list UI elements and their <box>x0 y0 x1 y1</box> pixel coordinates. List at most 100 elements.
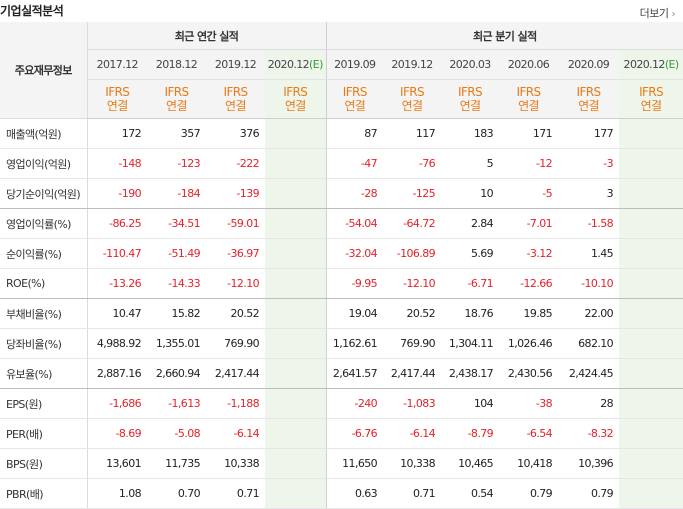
table-cell <box>619 148 683 179</box>
table-cell: 1.45 <box>558 238 620 269</box>
table-cell: 13,601 <box>87 448 147 479</box>
row-label: 당기순이익(억원) <box>0 178 88 209</box>
table-cell: -12.10 <box>383 268 442 299</box>
table-cell: 2.84 <box>441 208 500 239</box>
table-cell <box>619 328 683 359</box>
table-cell: 22.00 <box>558 298 620 329</box>
table-row: 당기순이익(억원) -190 -184 -139 -28 -125 10 -5 3 <box>0 178 683 209</box>
ifrs-label: IFRS <box>283 85 308 99</box>
row-label: 매출액(억원) <box>0 118 88 149</box>
estimate-mark: (E) <box>664 58 679 71</box>
table-cell: -184 <box>147 178 206 209</box>
table-cell: 87 <box>326 118 384 149</box>
table-cell: -139 <box>206 178 265 209</box>
table-cell: 2,641.57 <box>326 358 384 389</box>
table-cell: 0.70 <box>147 478 206 509</box>
table-cell: 0.79 <box>558 478 620 509</box>
period-label: 2019.12 <box>214 58 257 71</box>
table-cell <box>619 208 683 239</box>
table-row: ROE(%) -13.26 -14.33 -12.10 -9.95 -12.10 -6.71… <box>0 268 683 299</box>
table-cell: 10,338 <box>206 448 265 479</box>
table-cell: -6.71 <box>441 268 500 299</box>
row-header-label: 주요재무정보 <box>0 22 88 119</box>
table-cell: -86.25 <box>87 208 147 239</box>
table-cell: 0.79 <box>499 478 559 509</box>
table-cell: -125 <box>383 178 442 209</box>
table-cell: 682.10 <box>558 328 620 359</box>
ifrs-header: IFRS 연결 <box>619 79 683 119</box>
table-cell: 2,660.94 <box>147 358 206 389</box>
table-cell <box>619 388 683 419</box>
consolidated-label: 연결 <box>225 99 246 113</box>
table-cell: 0.71 <box>206 478 265 509</box>
table-cell: 5 <box>441 148 500 179</box>
chevron-right-icon: › <box>671 9 676 20</box>
table-cell <box>265 448 327 479</box>
table-cell: 2,417.44 <box>206 358 265 389</box>
table-cell: 10,418 <box>499 448 559 479</box>
row-label: PBR(배) <box>0 478 88 509</box>
table-cell <box>619 118 683 149</box>
estimate-mark: (E) <box>309 58 323 71</box>
table-cell: 117 <box>383 118 442 149</box>
table-cell: -8.79 <box>441 418 500 449</box>
ifrs-header: IFRS 연결 <box>147 79 206 119</box>
period-header: 2019.12 <box>206 49 265 80</box>
ifrs-label: IFRS <box>164 85 190 99</box>
annual-group-label: 최근 연간 실적 <box>87 22 327 50</box>
table-cell: -3.12 <box>499 238 559 269</box>
row-label: 순이익률(%) <box>0 238 88 269</box>
section-title: 기업실적분석 <box>0 4 64 18</box>
table-cell: -32.04 <box>326 238 384 269</box>
period-label: 2018.12 <box>155 58 198 71</box>
table-cell: -10.10 <box>558 268 620 299</box>
ifrs-header: IFRS 연결 <box>87 79 147 119</box>
table-cell <box>265 358 327 389</box>
table-cell: 0.54 <box>441 478 500 509</box>
table-row: BPS(원) 13,601 11,735 10,338 11,650 10,338 10,4… <box>0 448 683 479</box>
ifrs-header: IFRS 연결 <box>326 79 384 119</box>
more-link[interactable]: 더보기 › <box>640 5 676 21</box>
period-header: 2020.12(E) <box>265 49 327 80</box>
ifrs-label: IFRS <box>223 85 249 99</box>
row-label: ROE(%) <box>0 268 88 299</box>
row-label: 부채비율(%) <box>0 298 88 329</box>
table-cell <box>265 298 327 329</box>
ifrs-header: IFRS 연결 <box>265 79 327 119</box>
table-cell: -8.69 <box>87 418 147 449</box>
table-cell: -28 <box>326 178 384 209</box>
table-cell <box>265 328 327 359</box>
table-cell: -1.58 <box>558 208 620 239</box>
row-label: EPS(원) <box>0 388 88 419</box>
table-cell: 15.82 <box>147 298 206 329</box>
table-cell: -6.14 <box>383 418 442 449</box>
row-label: 영업이익률(%) <box>0 208 88 239</box>
table-cell: 10.47 <box>87 298 147 329</box>
table-cell: 11,650 <box>326 448 384 479</box>
table-cell <box>619 418 683 449</box>
table-cell: 104 <box>441 388 500 419</box>
table-row: 영업이익(억원) -148 -123 -222 -47 -76 5 -12 -3 <box>0 148 683 179</box>
table-cell: 769.90 <box>206 328 265 359</box>
table-cell: -14.33 <box>147 268 206 299</box>
table-cell: -12.66 <box>499 268 559 299</box>
table-cell: 2,424.45 <box>558 358 620 389</box>
table-cell <box>619 238 683 269</box>
period-header: 2018.12 <box>147 49 206 80</box>
table-cell: -38 <box>499 388 559 419</box>
row-label: 당좌비율(%) <box>0 328 88 359</box>
table-cell: -222 <box>206 148 265 179</box>
table-row: 당좌비율(%) 4,988.92 1,355.01 769.90 1,162.61 769… <box>0 328 683 359</box>
table-cell: -6.14 <box>206 418 265 449</box>
table-cell: -123 <box>147 148 206 179</box>
consolidated-label: 연결 <box>578 99 599 113</box>
period-label: 2020.09 <box>567 58 610 71</box>
table-cell: 1,304.11 <box>441 328 500 359</box>
table-cell: -54.04 <box>326 208 384 239</box>
table-cell: -7.01 <box>499 208 559 239</box>
table-cell: -3 <box>558 148 620 179</box>
table-cell <box>265 478 327 509</box>
quarter-group-label: 최근 분기 실적 <box>326 22 683 50</box>
period-header: 2020.06 <box>499 49 559 80</box>
table-cell: 0.63 <box>326 478 384 509</box>
